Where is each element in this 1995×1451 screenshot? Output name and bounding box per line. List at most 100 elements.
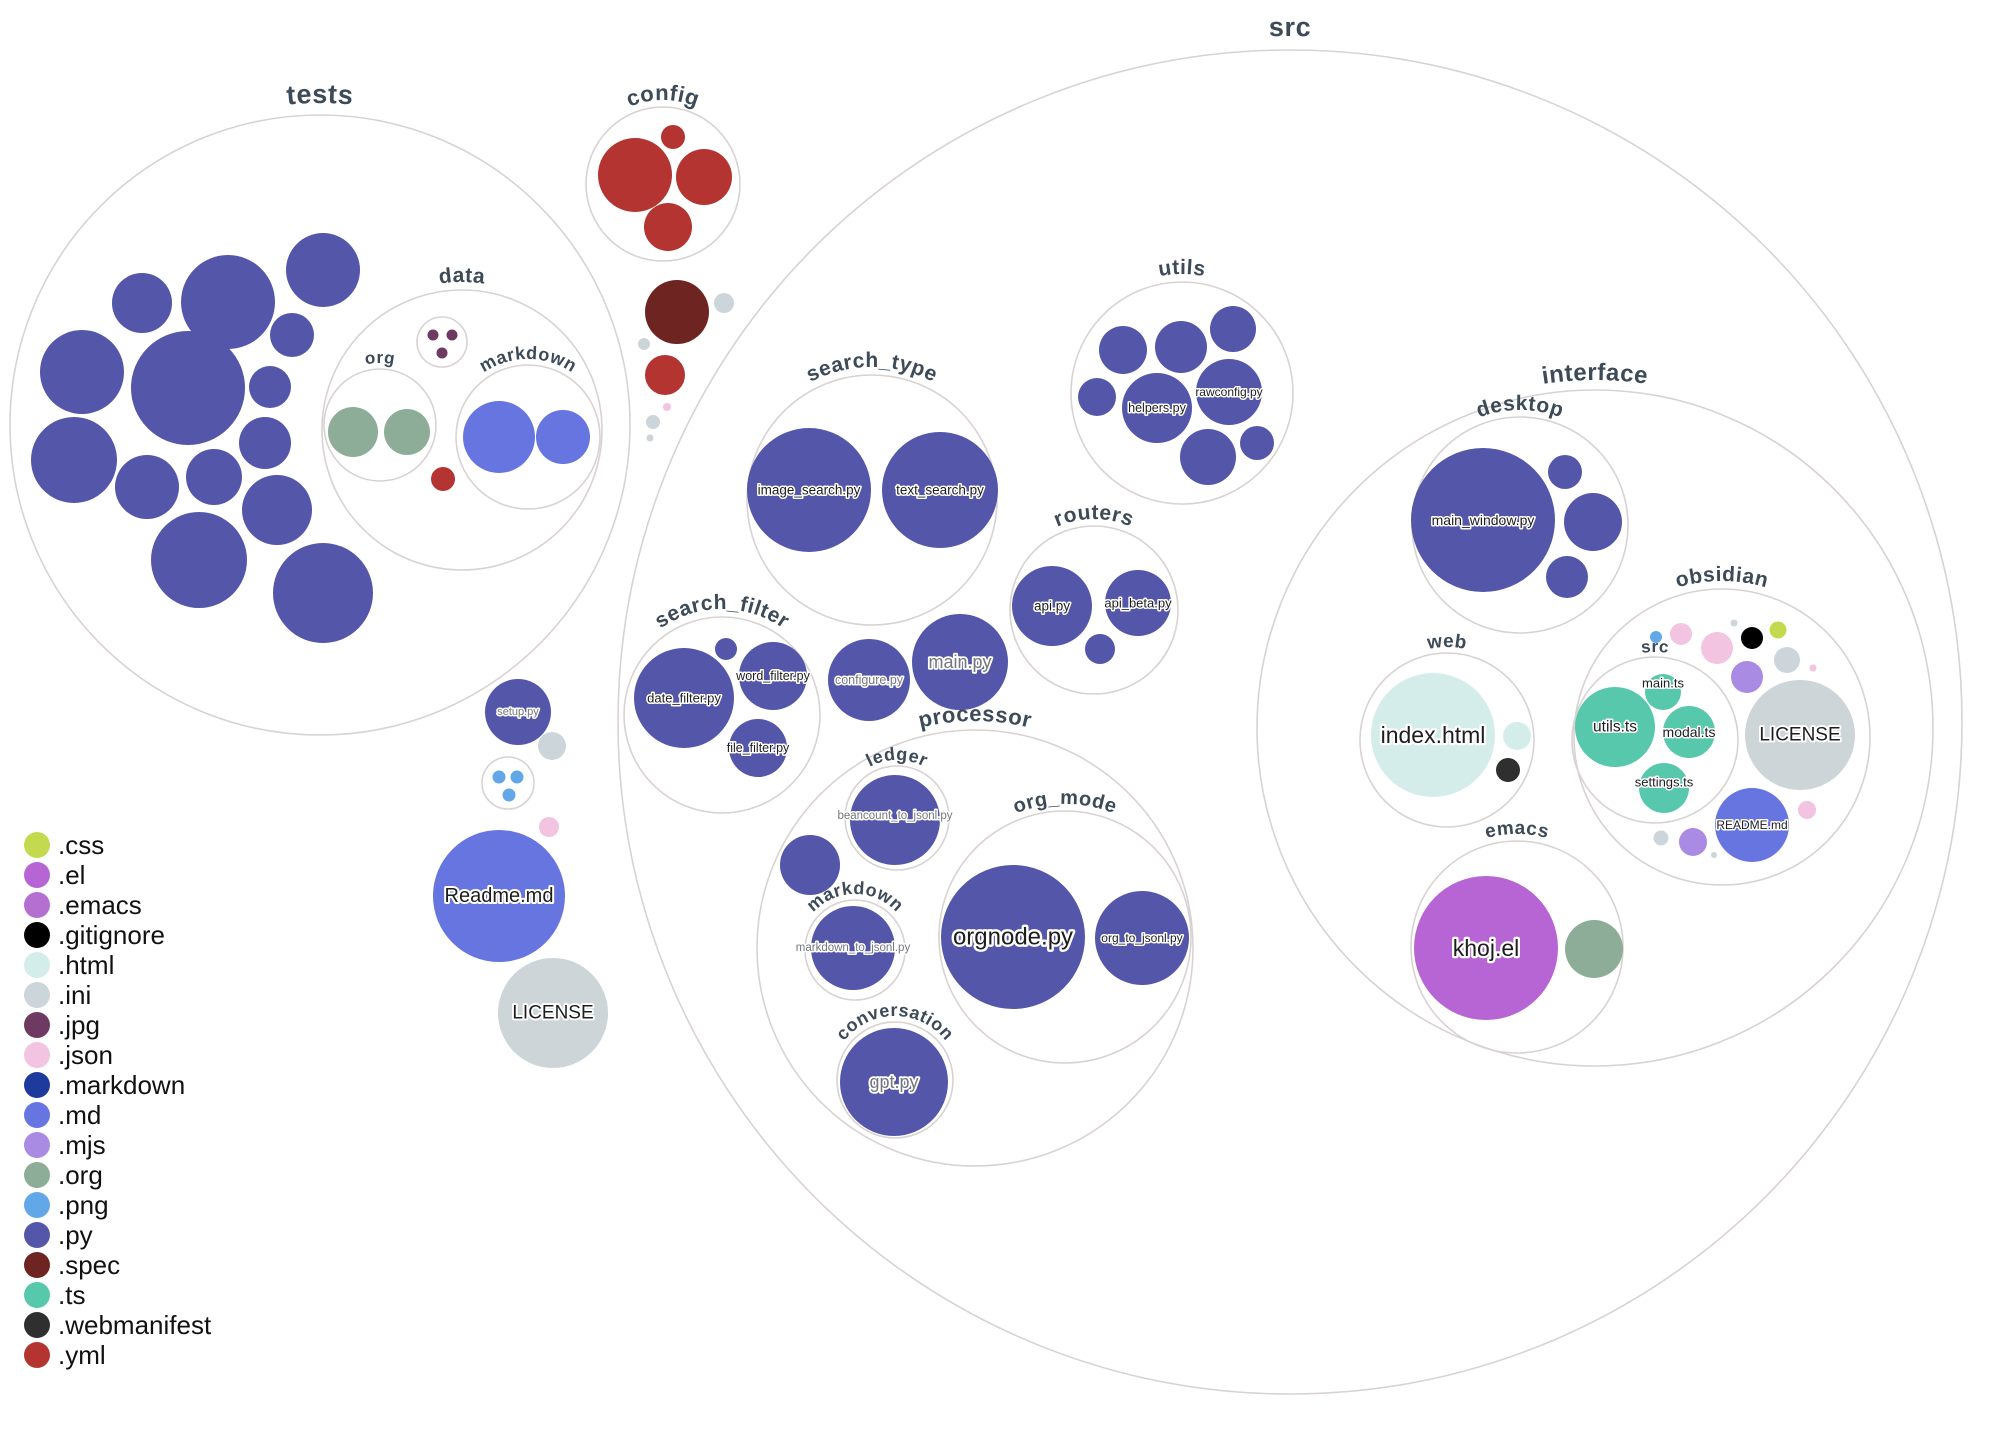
file-circle[interactable] bbox=[131, 331, 245, 445]
file-circle[interactable] bbox=[273, 543, 373, 643]
file-circle[interactable] bbox=[286, 233, 360, 307]
folder-circle-ledger[interactable] bbox=[844, 765, 950, 871]
folder-circle-conversation[interactable] bbox=[836, 1021, 954, 1139]
file-circle[interactable] bbox=[1670, 623, 1692, 645]
file-circle-helpers.py[interactable] bbox=[1122, 373, 1192, 443]
folder-circle-unnamed[interactable] bbox=[416, 316, 468, 368]
folder-circle-utils[interactable] bbox=[1070, 281, 1294, 505]
file-circle[interactable] bbox=[115, 455, 179, 519]
file-circle[interactable] bbox=[1565, 920, 1623, 978]
file-circle[interactable] bbox=[1503, 722, 1531, 750]
folder-circle-routers[interactable] bbox=[1009, 525, 1179, 695]
file-circle[interactable] bbox=[31, 417, 117, 503]
file-circle[interactable] bbox=[645, 355, 685, 395]
file-circle[interactable] bbox=[151, 512, 247, 608]
file-circle-Readme.md[interactable] bbox=[433, 830, 565, 962]
file-circle[interactable] bbox=[1701, 632, 1733, 664]
file-circle-main_window.py[interactable] bbox=[1411, 448, 1555, 592]
file-circle-beancount_to_jsonl.py[interactable] bbox=[850, 775, 940, 865]
folder-circle-unnamed[interactable] bbox=[481, 756, 535, 810]
file-circle[interactable] bbox=[1099, 326, 1147, 374]
file-circle[interactable] bbox=[1546, 556, 1588, 598]
folder-circle-src[interactable] bbox=[1571, 656, 1739, 824]
file-circle[interactable] bbox=[1774, 647, 1800, 673]
file-circle[interactable] bbox=[1731, 661, 1763, 693]
file-circle[interactable] bbox=[715, 638, 737, 660]
folder-circle-tests[interactable] bbox=[9, 114, 631, 736]
folder-circle-emacs[interactable] bbox=[1410, 840, 1624, 1054]
file-circle[interactable] bbox=[186, 449, 242, 505]
file-circle[interactable] bbox=[112, 273, 172, 333]
folder-circle-src[interactable] bbox=[617, 49, 1963, 1395]
file-circle[interactable] bbox=[1809, 664, 1817, 672]
file-circle-gpt.py[interactable] bbox=[840, 1028, 948, 1136]
file-circle-setup.py[interactable] bbox=[485, 679, 551, 745]
file-circle-org_to_jsonl.py[interactable] bbox=[1095, 891, 1189, 985]
file-circle[interactable] bbox=[644, 203, 692, 251]
file-circle-modal.ts[interactable] bbox=[1663, 706, 1715, 758]
file-circle-markdown_to_jsonl.py[interactable] bbox=[811, 906, 895, 990]
file-circle[interactable] bbox=[436, 347, 448, 359]
folder-circle-markdown[interactable] bbox=[455, 364, 601, 510]
file-circle-date_filter.py[interactable] bbox=[634, 648, 734, 748]
file-circle-file_filter.py[interactable] bbox=[729, 719, 787, 777]
file-circle[interactable] bbox=[446, 329, 458, 341]
file-circle-rawconfig.py[interactable] bbox=[1196, 359, 1262, 425]
folder-circle-obsidian[interactable] bbox=[1573, 588, 1871, 886]
file-circle[interactable] bbox=[1711, 852, 1717, 858]
file-circle-configure.py[interactable] bbox=[828, 639, 910, 721]
file-circle[interactable] bbox=[1240, 426, 1274, 460]
file-circle[interactable] bbox=[492, 770, 506, 784]
file-circle[interactable] bbox=[1180, 429, 1236, 485]
file-circle[interactable] bbox=[536, 410, 590, 464]
file-circle[interactable] bbox=[249, 366, 291, 408]
file-circle[interactable] bbox=[780, 835, 840, 895]
file-circle[interactable] bbox=[328, 407, 378, 457]
folder-circle-search_filter[interactable] bbox=[623, 616, 821, 814]
file-circle[interactable] bbox=[661, 125, 685, 149]
file-circle-text_search.py[interactable] bbox=[882, 432, 998, 548]
file-circle-LICENSE[interactable] bbox=[498, 958, 608, 1068]
folder-circle-config[interactable] bbox=[585, 106, 741, 262]
file-circle-api_beta.py[interactable] bbox=[1105, 570, 1171, 636]
file-circle[interactable] bbox=[539, 817, 559, 837]
file-circle-orgnode.py[interactable] bbox=[941, 865, 1085, 1009]
file-circle[interactable] bbox=[1085, 634, 1115, 664]
file-circle[interactable] bbox=[1650, 631, 1662, 643]
file-circle-LICENSE[interactable] bbox=[1745, 680, 1855, 790]
file-circle[interactable] bbox=[714, 293, 734, 313]
file-circle[interactable] bbox=[1798, 801, 1816, 819]
file-circle[interactable] bbox=[646, 415, 660, 429]
file-circle[interactable] bbox=[598, 138, 672, 212]
file-circle[interactable] bbox=[181, 255, 275, 349]
file-circle[interactable] bbox=[676, 149, 732, 205]
file-circle-word_filter.py[interactable] bbox=[739, 642, 807, 710]
file-circle[interactable] bbox=[663, 403, 671, 411]
file-circle-main.py[interactable] bbox=[912, 614, 1008, 710]
folder-circle-processor[interactable] bbox=[756, 729, 1194, 1167]
file-circle[interactable] bbox=[1548, 455, 1582, 489]
file-circle[interactable] bbox=[646, 434, 654, 442]
file-circle[interactable] bbox=[1496, 758, 1520, 782]
file-circle[interactable] bbox=[1653, 830, 1669, 846]
file-circle[interactable] bbox=[1078, 378, 1116, 416]
file-circle[interactable] bbox=[538, 732, 566, 760]
file-circle[interactable] bbox=[638, 338, 650, 350]
folder-circle-org[interactable] bbox=[323, 368, 437, 482]
file-circle[interactable] bbox=[463, 401, 535, 473]
file-circle[interactable] bbox=[431, 467, 455, 491]
file-circle-khoj.el[interactable] bbox=[1414, 876, 1558, 1020]
file-circle[interactable] bbox=[1730, 619, 1738, 627]
file-circle[interactable] bbox=[384, 409, 430, 455]
file-circle[interactable] bbox=[270, 313, 314, 357]
folder-circle-org_mode[interactable] bbox=[938, 810, 1192, 1064]
file-circle-settings.ts[interactable] bbox=[1639, 763, 1689, 813]
file-circle[interactable] bbox=[40, 330, 124, 414]
file-circle-api.py[interactable] bbox=[1012, 566, 1092, 646]
file-circle[interactable] bbox=[1679, 828, 1707, 856]
folder-circle-data[interactable] bbox=[321, 289, 603, 571]
file-circle[interactable] bbox=[1564, 493, 1622, 551]
file-circle[interactable] bbox=[1155, 321, 1207, 373]
file-circle[interactable] bbox=[510, 770, 524, 784]
file-circle-main.ts[interactable] bbox=[1645, 674, 1681, 710]
